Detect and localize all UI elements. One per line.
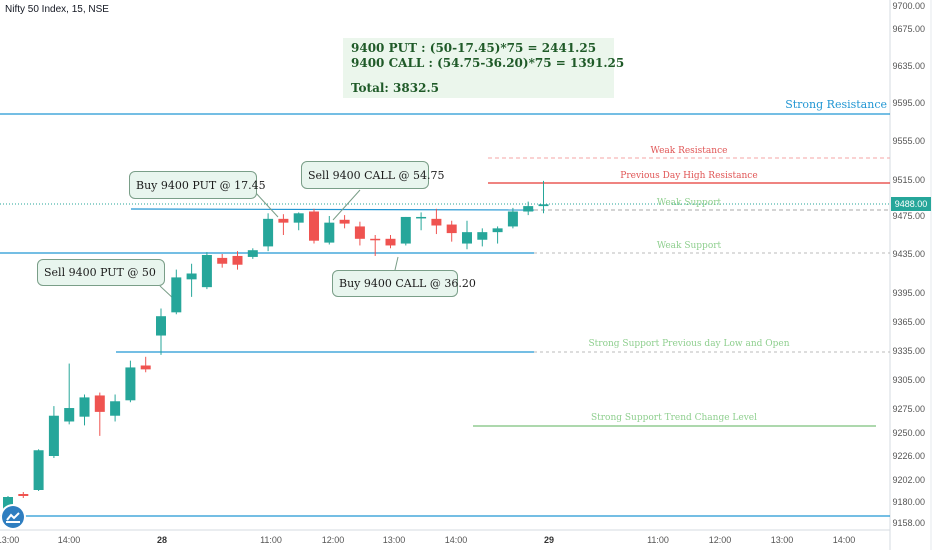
x-label-1400-day3: 14:00: [833, 535, 856, 545]
last-price-label: 9488.00: [895, 199, 928, 209]
y-tick-label: 9275.00: [892, 404, 925, 414]
strong-resistance-label: Strong Resistance: [785, 98, 887, 111]
candles-group: [3, 180, 549, 522]
candle-down: [140, 365, 151, 370]
candle-down: [278, 218, 289, 223]
y-tick-label: 9158.00: [892, 518, 925, 528]
sell-put-callout: Sell 9400 PUT @ 50: [37, 259, 165, 286]
x-label-1400-day2: 14:00: [445, 535, 468, 545]
candle-up: [3, 497, 13, 514]
candle-up: [48, 415, 59, 456]
x-label-1200-day3: 12:00: [709, 535, 732, 545]
candle-up: [263, 218, 274, 247]
candle-down: [217, 257, 228, 264]
candle-up: [400, 216, 411, 244]
candle-up: [462, 232, 472, 244]
strong-support-trend-label: Strong Support Trend Change Level: [591, 413, 757, 423]
x-label-1300-day3: 13:00: [771, 535, 794, 545]
weak-resistance-label: Weak Resistance: [651, 146, 728, 156]
x-label-1400-day1: 14:00: [58, 535, 81, 545]
y-tick-label: 9515.00: [892, 175, 925, 185]
price-axis-ticks: 9700.00 9675.00 9635.00 9595.00 9555.00 9515.…: [892, 1, 925, 528]
x-label-1300-day1: 13:00: [0, 535, 19, 545]
x-label-1100-day3: 11:00: [647, 535, 669, 545]
candle-up: [477, 232, 488, 240]
candle-up: [492, 228, 503, 233]
y-tick-label: 9475.00: [892, 211, 925, 221]
y-tick-label: 9180.00: [892, 497, 925, 507]
buy-put-pointer: [254, 191, 279, 218]
x-label-day-28: 28: [157, 535, 167, 545]
candle-up: [186, 273, 197, 280]
weak-support-upper-line: [130, 208, 535, 211]
candle-down: [431, 218, 442, 226]
put-calc-line: 9400 PUT : (50-17.45)*75 = 2441.25: [351, 41, 597, 55]
candle-up: [171, 277, 182, 313]
y-tick-label: 9635.00: [892, 61, 925, 71]
last-price-badge: [891, 197, 931, 211]
total-line: Total: 3832.5: [351, 81, 439, 95]
previous-day-high-label: Previous Day High Resistance: [620, 171, 757, 181]
candle-up: [201, 254, 212, 288]
y-tick-label: 9226.00: [892, 451, 925, 461]
candle-down: [94, 395, 105, 412]
candle-down: [385, 238, 396, 246]
y-tick-label: 9250.00: [892, 428, 925, 438]
y-tick-label: 9365.00: [892, 317, 925, 327]
x-label-1200-day2: 12:00: [322, 535, 345, 545]
candle-up: [324, 222, 335, 243]
sell-call-callout: Sell 9400 CALL @ 54.75: [301, 161, 445, 189]
cloud-chart-icon: [6, 512, 20, 523]
symbol-title: Nifty 50 Index, 15, NSE: [5, 4, 109, 15]
candle-down: [18, 494, 29, 496]
buy-put-callout: Buy 9400 PUT @ 17.45: [129, 171, 266, 199]
x-label-day-29: 29: [544, 535, 554, 545]
candle-down: [339, 219, 350, 224]
candle-up: [125, 367, 136, 401]
y-tick-label: 9202.00: [892, 475, 925, 485]
y-tick-label: 9305.00: [892, 375, 925, 385]
candle-up: [523, 206, 534, 212]
buy-call-pointer: [394, 256, 399, 271]
candle-up: [293, 213, 304, 223]
sell-call-pointer: [332, 189, 361, 221]
strong-support-prev-label: Strong Support Previous day Low and Open: [588, 339, 789, 349]
candle-up: [247, 250, 258, 257]
candle-down: [354, 226, 365, 239]
pnl-calculation-box: 9400 PUT : (50-17.45)*75 = 2441.25 9400 …: [343, 38, 625, 98]
y-tick-label: 9435.00: [892, 249, 925, 259]
x-label-1300-day2: 13:00: [383, 535, 406, 545]
call-calc-line: 9400 CALL : (54.75-36.20)*75 = 1391.25: [351, 56, 625, 70]
y-tick-label: 9675.00: [892, 24, 925, 34]
y-tick-label: 9595.00: [892, 98, 925, 108]
candle-up: [79, 397, 90, 417]
y-tick-label: 9700.00: [892, 1, 925, 11]
candle-up: [33, 450, 44, 490]
candle-up: [416, 216, 427, 219]
candle-down: [309, 211, 319, 241]
weak-support-label-2: Weak Support: [657, 241, 722, 251]
candle-up: [507, 211, 518, 227]
candle-down: [232, 255, 243, 265]
x-label-1100-day2: 11:00: [260, 535, 282, 545]
weak-support-label-1: Weak Support: [657, 198, 722, 208]
tradingview-logo-icon[interactable]: [2, 506, 24, 528]
y-tick-label: 9335.00: [892, 346, 925, 356]
y-tick-label: 9555.00: [892, 136, 925, 146]
candle-down: [370, 238, 381, 241]
buy-call-callout: Buy 9400 CALL @ 36.20: [332, 270, 476, 297]
y-tick-label: 9395.00: [892, 288, 925, 298]
candle-up: [64, 408, 75, 422]
candle-up: [110, 401, 121, 416]
candle-up: [538, 204, 549, 207]
candle-down: [446, 224, 457, 234]
candle-up: [156, 316, 166, 336]
